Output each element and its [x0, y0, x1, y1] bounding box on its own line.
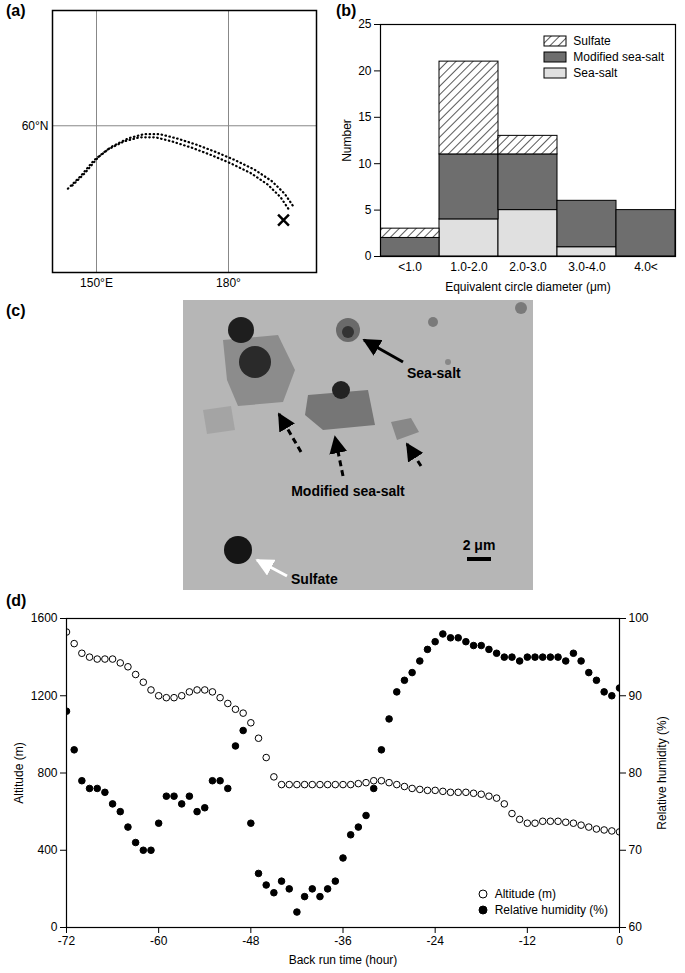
svg-text:-36: -36 — [334, 934, 352, 948]
svg-text:90: 90 — [629, 689, 643, 703]
svg-text:-48: -48 — [242, 934, 260, 948]
html-text:Sea-salt: Sea-salt — [573, 66, 618, 80]
svg-text:25: 25 — [358, 17, 372, 31]
html-text:Relative humidity (%): Relative humidity (%) — [494, 903, 608, 917]
svg-text:5: 5 — [365, 203, 372, 217]
svg-text:2 μm: 2 μm — [463, 537, 496, 553]
svg-text:Modified sea-salt: Modified sea-salt — [291, 483, 405, 499]
svg-text:10: 10 — [358, 157, 372, 171]
svg-text:Sulfate: Sulfate — [291, 571, 338, 587]
svg-text:400: 400 — [37, 843, 57, 857]
svg-text:0: 0 — [616, 934, 623, 948]
html-text:(b): (b) — [336, 2, 357, 19]
svg-text:-24: -24 — [426, 934, 444, 948]
html-text:Altitude (m): Altitude (m) — [494, 887, 556, 901]
svg-text:800: 800 — [37, 766, 57, 780]
svg-text:80: 80 — [629, 766, 643, 780]
svg-text:1600: 1600 — [31, 611, 58, 625]
svg-text:2.0-3.0: 2.0-3.0 — [509, 260, 547, 274]
svg-text:-60: -60 — [150, 934, 168, 948]
html-text:(d): (d) — [6, 592, 27, 609]
svg-text:1200: 1200 — [31, 689, 58, 703]
svg-text:4.0<: 4.0< — [634, 260, 658, 274]
svg-text:3.0-4.0: 3.0-4.0 — [568, 260, 606, 274]
svg-text:Back run time (hour): Back run time (hour) — [289, 953, 398, 967]
svg-text:-72: -72 — [58, 934, 76, 948]
svg-text:20: 20 — [358, 64, 372, 78]
svg-text:150°E: 150°E — [80, 276, 113, 290]
svg-text:100: 100 — [629, 611, 649, 625]
svg-text:Sea-salt: Sea-salt — [407, 365, 461, 381]
svg-text:0: 0 — [51, 920, 58, 934]
svg-text:Equivalent circle diameter (μm: Equivalent circle diameter (μm) — [445, 280, 611, 294]
svg-text:Relative humidity (%): Relative humidity (%) — [655, 716, 669, 829]
svg-text:15: 15 — [358, 110, 372, 124]
svg-text:Number: Number — [340, 119, 354, 162]
svg-text:<1.0: <1.0 — [398, 260, 422, 274]
svg-text:0: 0 — [365, 249, 372, 263]
svg-text:70: 70 — [629, 843, 643, 857]
html-text:Sulfate: Sulfate — [573, 34, 611, 48]
svg-text:180°: 180° — [216, 276, 241, 290]
svg-text:-12: -12 — [519, 934, 537, 948]
svg-text:1.0-2.0: 1.0-2.0 — [450, 260, 488, 274]
html-text:(a): (a) — [6, 2, 26, 19]
svg-text:60°N: 60°N — [22, 119, 49, 133]
svg-text:60: 60 — [629, 920, 643, 934]
html-text:Modified sea-salt: Modified sea-salt — [573, 50, 664, 64]
svg-text:Altitude (m): Altitude (m) — [12, 742, 26, 803]
html-text:(c): (c) — [6, 302, 26, 319]
